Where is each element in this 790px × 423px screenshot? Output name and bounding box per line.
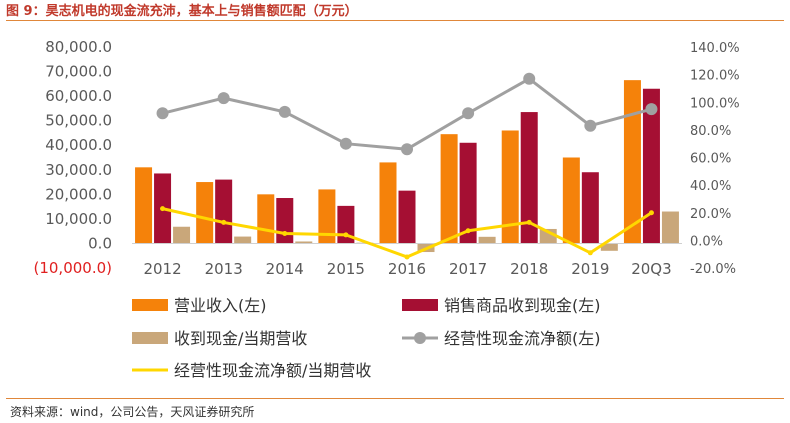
- x-axis-tick-label: 20Q3: [631, 260, 671, 278]
- bar-2: [276, 198, 294, 244]
- bar-3: [234, 236, 252, 244]
- line-point-2: [282, 230, 288, 236]
- legend-swatch: [132, 299, 168, 311]
- bar-2: [398, 190, 416, 244]
- bar-1: [562, 157, 580, 244]
- bar-1: [135, 167, 153, 244]
- line-point-1: [278, 105, 291, 118]
- bar-3: [478, 236, 496, 244]
- x-axis-tick-label: 2019: [571, 260, 609, 278]
- line-point-2: [404, 254, 410, 260]
- bar-2: [581, 172, 599, 244]
- left-axis-tick-label: 40,000.0: [45, 136, 112, 154]
- line-point-2: [648, 210, 654, 216]
- left-axis-tick-label: 50,000.0: [45, 112, 112, 130]
- legend-swatch: [402, 299, 438, 311]
- legend-label: 经营性现金流净额(左): [444, 329, 601, 348]
- source-rule: [6, 398, 784, 399]
- line-point-1: [401, 143, 413, 156]
- line-point-1: [645, 103, 658, 116]
- x-axis-tick-label: 2015: [327, 260, 365, 278]
- right-axis-tick-label: 120.0%: [690, 69, 740, 84]
- line-point-2: [587, 250, 593, 256]
- title-rule: [6, 20, 784, 21]
- x-axis-tick-label: 2017: [449, 260, 487, 278]
- legend-swatch: [132, 332, 168, 344]
- bar-1: [257, 194, 275, 244]
- left-axis-tick-label: 30,000.0: [45, 161, 112, 179]
- line-point-1: [523, 72, 536, 85]
- left-axis-tick-label: 0.0: [88, 234, 112, 252]
- line-point-2: [343, 232, 349, 238]
- bar-2: [520, 112, 538, 244]
- line-point-2: [160, 206, 166, 212]
- bar-3: [173, 226, 191, 244]
- left-axis-tick-label: 80,000.0: [45, 38, 112, 56]
- legend-label: 营业收入(左): [174, 296, 267, 315]
- left-axis-tick-label: 10,000.0: [45, 210, 112, 228]
- left-axis-tick-label: 60,000.0: [45, 87, 112, 105]
- line-point-1: [339, 137, 352, 150]
- x-axis-tick-label: 2012: [143, 260, 181, 278]
- chart-title: 图 9：昊志机电的现金流充沛，基本上与销售额匹配（万元）: [6, 4, 358, 19]
- right-axis-tick-label: 80.0%: [690, 124, 731, 139]
- right-axis-tick-label: 40.0%: [690, 179, 731, 194]
- legend-swatch-marker: [414, 332, 426, 344]
- left-axis-tick-label: 20,000.0: [45, 185, 112, 203]
- bar-2: [642, 88, 660, 244]
- line-point-1: [462, 107, 475, 120]
- line-point-1: [584, 119, 597, 132]
- bar-1: [440, 134, 458, 244]
- x-axis-tick-label: 2014: [266, 260, 304, 278]
- source-note: 资料来源：wind，公司公告，天风证券研究所: [10, 405, 255, 419]
- line-point-1: [156, 107, 169, 120]
- bar-3: [661, 211, 679, 244]
- right-axis-tick-label: 100.0%: [690, 96, 740, 111]
- x-axis-tick-label: 2018: [510, 260, 548, 278]
- x-axis-tick-label: 2016: [388, 260, 426, 278]
- bar-2: [459, 142, 477, 244]
- right-axis-tick-label: 140.0%: [690, 41, 740, 56]
- legend-label: 经营性现金流净额/当期营收: [174, 361, 371, 380]
- bar-3: [295, 241, 313, 244]
- bar-1: [318, 189, 336, 244]
- bar-1: [501, 130, 519, 244]
- right-axis-tick-label: -20.0%: [690, 262, 736, 277]
- line-point-2: [465, 228, 471, 234]
- left-axis-tick-label: 70,000.0: [45, 63, 112, 81]
- line-point-1: [217, 92, 230, 105]
- line-series-1: [162, 77, 652, 151]
- bar-1: [196, 182, 214, 244]
- legend-label: 销售商品收到现金(左): [444, 296, 601, 315]
- left-axis-tick-label: (10,000.0): [33, 259, 112, 277]
- bar-1: [623, 80, 641, 244]
- x-axis-tick-label: 2013: [205, 260, 243, 278]
- bar-2: [215, 179, 233, 244]
- line-point-2: [526, 219, 532, 225]
- bar-1: [379, 162, 397, 244]
- bar-3: [600, 243, 618, 251]
- line-point-2: [221, 219, 227, 225]
- right-axis-tick-label: 60.0%: [690, 152, 731, 167]
- right-axis-tick-label: 0.0%: [690, 234, 723, 249]
- legend-label: 收到现金/当期营收: [174, 329, 307, 348]
- right-axis-tick-label: 20.0%: [690, 207, 731, 222]
